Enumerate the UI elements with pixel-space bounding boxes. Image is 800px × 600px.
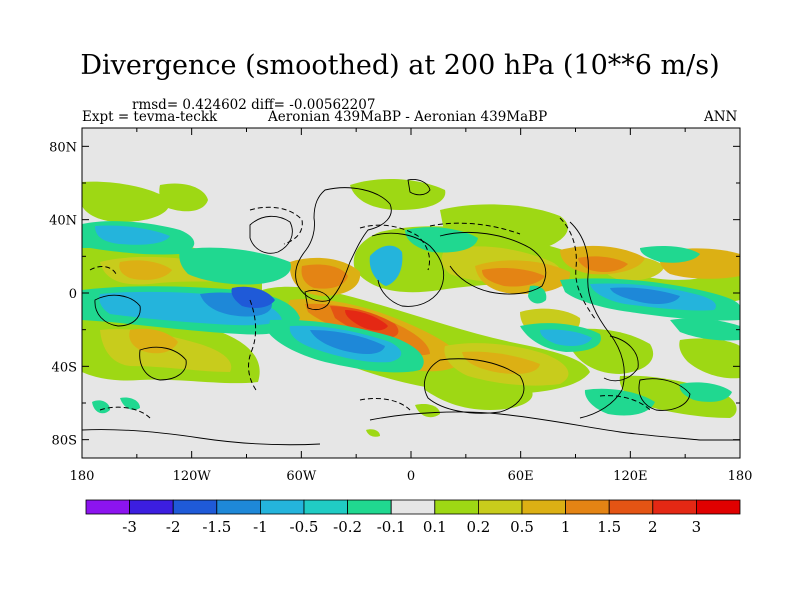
- colorbar-label: 0.2: [466, 518, 490, 536]
- dashed-shelf-outlines: [89, 206, 651, 419]
- colorbar-swatch: [172, 499, 218, 515]
- colorbar-swatch: [565, 499, 610, 515]
- colorbar-swatch: [434, 499, 479, 515]
- lon-tick-label: 180: [70, 469, 95, 484]
- colorbar-label: 2: [648, 518, 658, 536]
- period-label: ANN: [704, 109, 738, 125]
- colorbar-label: 1.5: [597, 518, 621, 536]
- colorbar-swatch: [303, 499, 348, 515]
- colorbar-swatch: [608, 499, 654, 515]
- colorbar-swatch: [129, 499, 174, 515]
- lat-tick-label: 40S: [52, 360, 77, 375]
- colorbar-label: -2: [166, 518, 181, 536]
- lon-tick-label: 120W: [173, 469, 212, 484]
- lon-tick-label: 0: [407, 469, 415, 484]
- latitude-axis: 80N 40N 0 40S 80S: [49, 140, 740, 449]
- lat-tick-label: 80S: [52, 434, 77, 449]
- colorbar-label: -1: [253, 518, 268, 536]
- colorbar-swatch: [477, 499, 523, 515]
- lat-tick-label: 0: [69, 287, 77, 302]
- plot-title: Divergence (smoothed) at 200 hPa (10**6 …: [80, 50, 720, 81]
- colorbar-label: -1.5: [202, 518, 231, 536]
- rmsd-diff-stats: rmsd= 0.424602 diff= -0.00562207: [132, 97, 376, 113]
- colorbar-swatch: [216, 499, 261, 515]
- longitude-axis: 180 120W 60W 0 60E 120E 180: [70, 128, 753, 484]
- colorbar-label: -0.5: [290, 518, 319, 536]
- colorbar-label: 0.5: [510, 518, 534, 536]
- colorbar-swatch: [652, 499, 697, 515]
- colorbar-label: 3: [692, 518, 702, 536]
- colorbar-swatch: [85, 499, 130, 515]
- contour-field: [82, 178, 740, 437]
- lon-tick-label: 180: [728, 469, 753, 484]
- colorbar-swatch: [696, 499, 741, 515]
- colorbar-label: -0.1: [377, 518, 406, 536]
- paleo-coastlines: [82, 179, 740, 446]
- colorbar-label: 1: [561, 518, 571, 536]
- experiment-label: Expt = tevma-teckk: [82, 109, 218, 125]
- colorbar-swatch: [521, 499, 566, 515]
- lon-tick-label: 60E: [508, 469, 534, 484]
- lon-tick-label: 60W: [286, 469, 317, 484]
- colorbar-swatch: [347, 499, 392, 515]
- lon-tick-label: 120E: [613, 469, 647, 484]
- lat-tick-label: 80N: [49, 140, 77, 155]
- colorbar: -3 -2 -1.5 -1 -0.5 -0.2 -0.1 0.1 0.2 0.5 1 1.5 2 3: [85, 499, 741, 536]
- colorbar-label: -3: [122, 518, 137, 536]
- lat-tick-label: 40N: [49, 214, 77, 229]
- colorbar-swatch: [259, 499, 305, 515]
- colorbar-swatch: [390, 499, 436, 515]
- colorbar-label: -0.2: [333, 518, 362, 536]
- colorbar-label: 0.1: [423, 518, 447, 536]
- comparison-label: Aeronian 439MaBP - Aeronian 439MaBP: [268, 109, 548, 125]
